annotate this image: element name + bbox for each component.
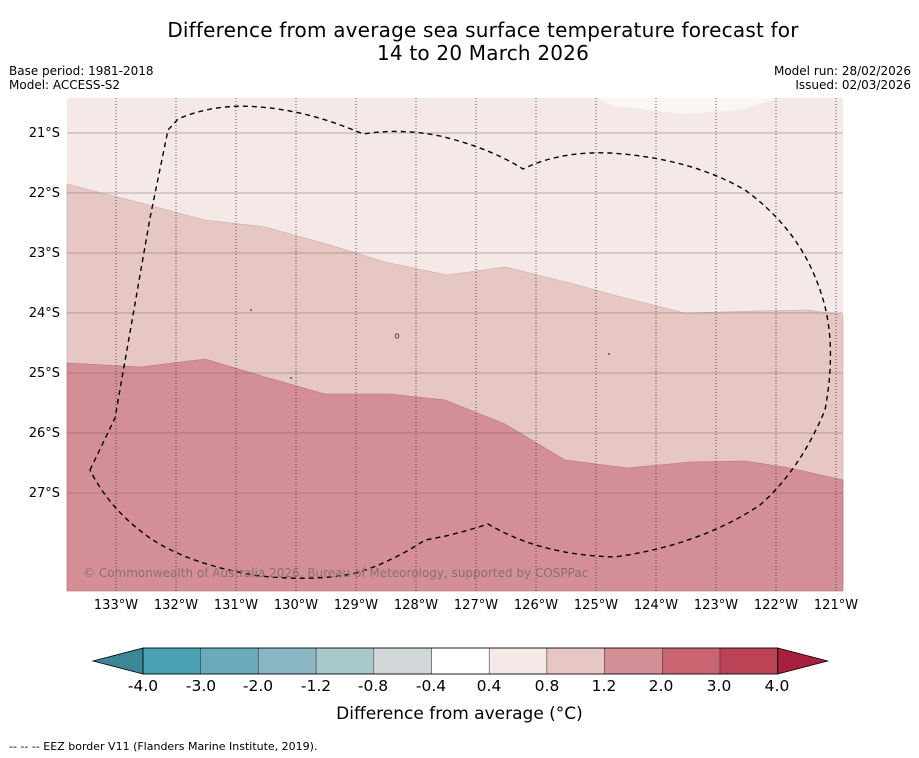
lat-label: 26°S xyxy=(28,426,60,441)
title-line-1: Difference from average sea surface temp… xyxy=(167,18,799,42)
band-1-2-to-2-0 xyxy=(66,358,844,592)
lon-label: 124°W xyxy=(633,598,679,613)
lon-label: 126°W xyxy=(513,598,559,613)
colorbar-frame xyxy=(142,647,779,675)
colorbar-segment xyxy=(662,647,721,675)
map-copyright: © Commonwealth of Australia 2026, Bureau… xyxy=(83,566,589,580)
colorbar-tick: 0.8 xyxy=(534,677,560,695)
model-run: Model run: 28/02/2026 xyxy=(773,64,911,78)
lat-label: 25°S xyxy=(28,366,60,381)
colorbar-segment xyxy=(431,647,490,675)
lat-label: 22°S xyxy=(28,186,60,201)
colorbar-tick: -2.0 xyxy=(242,677,274,695)
island-markers xyxy=(250,309,610,379)
meta-left: Base period: 1981-2018 Model: ACCESS-S2 xyxy=(9,64,154,92)
band-low-notch xyxy=(598,98,780,114)
colorbar-under-extend xyxy=(91,647,144,675)
colorbar-segment xyxy=(142,647,201,675)
lat-label: 23°S xyxy=(28,246,60,261)
colorbar-tick: 2.0 xyxy=(648,677,674,695)
map-plot xyxy=(66,98,844,592)
colorbar-tick: 0.4 xyxy=(476,677,502,695)
colorbar-segment xyxy=(315,647,375,675)
lon-label: 123°W xyxy=(693,598,739,613)
longitude-gridlines xyxy=(115,98,837,591)
colorbar-tick: -0.4 xyxy=(415,677,447,695)
colorbar-tick: -0.8 xyxy=(357,677,389,695)
colorbar-title: Difference from average (°C) xyxy=(336,704,583,724)
lon-label: 122°W xyxy=(753,598,799,613)
colorbar-segment xyxy=(546,647,605,675)
lon-label: 129°W xyxy=(333,598,379,613)
colorbar-tick: -1.2 xyxy=(300,677,332,695)
base-period: Base period: 1981-2018 xyxy=(9,64,154,78)
colorbar-segment xyxy=(200,647,259,675)
lat-label: 27°S xyxy=(28,486,60,501)
colorbar-segment xyxy=(258,647,317,675)
lon-label: 131°W xyxy=(213,598,259,613)
lon-label: 125°W xyxy=(573,598,619,613)
lat-label: 24°S xyxy=(28,306,60,321)
colorbar-segment xyxy=(373,647,432,675)
lon-label: 127°W xyxy=(453,598,499,613)
colorbar-segment xyxy=(719,647,778,675)
colorbar-segment xyxy=(488,647,548,675)
lon-label: 121°W xyxy=(813,598,859,613)
colorbar-tick: 4.0 xyxy=(764,677,790,695)
latitude-gridlines xyxy=(67,132,843,494)
title-line-2: 14 to 20 March 2026 xyxy=(376,41,590,65)
colorbar-tick: 1.2 xyxy=(591,677,617,695)
footnote: -- -- -- EEZ border V11 (Flanders Marine… xyxy=(9,740,318,753)
colorbar-tick: 3.0 xyxy=(706,677,732,695)
colorbar-segment xyxy=(604,647,663,675)
colorbar-tick: -3.0 xyxy=(185,677,217,695)
lon-label: 130°W xyxy=(273,598,319,613)
chart-title: Difference from average sea surface temp… xyxy=(0,19,919,65)
lat-label: 21°S xyxy=(28,126,60,141)
colorbar-tick: -4.0 xyxy=(127,677,159,695)
colorbar xyxy=(91,647,830,675)
issued-date: Issued: 02/03/2026 xyxy=(795,78,911,92)
model-name: Model: ACCESS-S2 xyxy=(9,78,121,92)
lon-label: 128°W xyxy=(393,598,439,613)
colorbar-over-extend xyxy=(777,647,830,675)
lon-label: 132°W xyxy=(153,598,199,613)
eez-border xyxy=(89,105,832,579)
meta-right: Model run: 28/02/2026 Issued: 02/03/2026 xyxy=(774,64,911,92)
lon-label: 133°W xyxy=(93,598,139,613)
